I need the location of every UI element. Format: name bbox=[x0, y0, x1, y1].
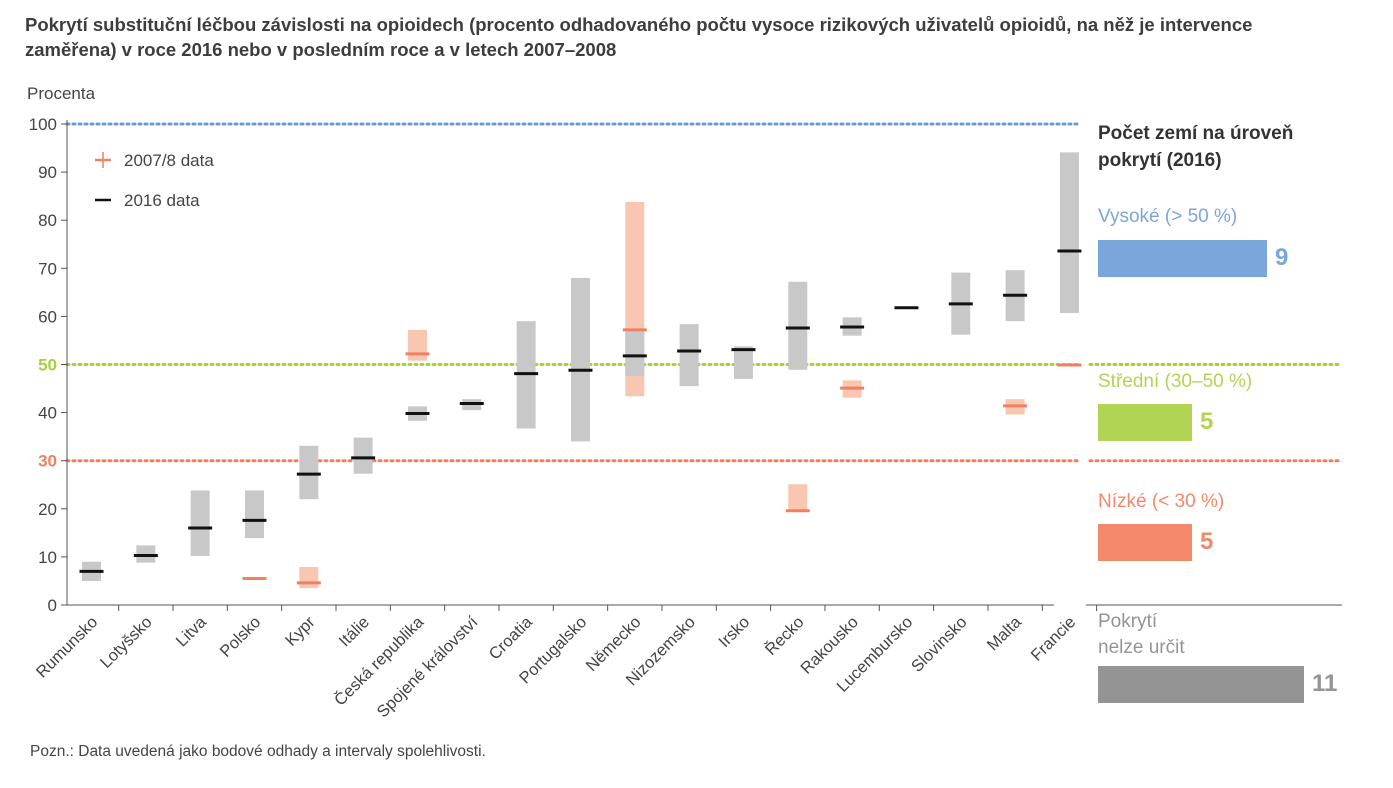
x-tick-label-16: Slovinsko bbox=[908, 613, 971, 676]
category-label-high: Vysoké (> 50 %) bbox=[1098, 206, 1238, 227]
x-tick-label-13: Řecko bbox=[761, 612, 808, 659]
category-bar-low bbox=[1098, 524, 1192, 561]
range-2016-12 bbox=[733, 346, 753, 379]
y-tick-label-50: 50 bbox=[38, 356, 57, 375]
y-tick-label-60: 60 bbox=[38, 307, 57, 326]
axes: 0 10 20 30 40 50 60 70 80 90 100 bbox=[29, 115, 1098, 615]
range-2007-6 bbox=[407, 329, 427, 361]
range-2016-10 bbox=[625, 329, 645, 377]
range-2016-3 bbox=[244, 490, 264, 539]
category-label-low: Nízké (< 30 %) bbox=[1098, 491, 1225, 512]
y-axis-label: Procenta bbox=[27, 84, 96, 103]
range-2016-9 bbox=[570, 277, 590, 442]
range-2016-2 bbox=[190, 490, 210, 556]
y-tick-label-80: 80 bbox=[38, 211, 57, 230]
x-tick-label-4: Kypr bbox=[282, 613, 319, 650]
chart-title-line-2: zaměřena) v roce 2016 nebo v posledním r… bbox=[25, 39, 617, 60]
chart-title-line-1: Pokrytí substituční léčbou závislosti na… bbox=[25, 14, 1253, 35]
category-bar-medium bbox=[1098, 404, 1192, 441]
category-label-undetermined-line-2: nelze určit bbox=[1098, 637, 1185, 658]
category-bar-high bbox=[1098, 240, 1267, 277]
x-tick-label-8: Croatia bbox=[486, 613, 537, 664]
category-label-undetermined-line-1: Pokrytí bbox=[1098, 611, 1158, 632]
range-2007-13 bbox=[788, 484, 808, 511]
category-count-undetermined: 11 bbox=[1312, 670, 1338, 697]
legend-label-0: 2007/8 data bbox=[124, 151, 214, 170]
range-2016-4 bbox=[299, 445, 319, 500]
x-tick-label-2: Litva bbox=[173, 613, 211, 651]
x-tick-label-12: Irsko bbox=[715, 613, 753, 651]
range-2016-5 bbox=[353, 437, 373, 474]
footnote: Pozn.: Data uvedená jako bodové odhady a… bbox=[30, 743, 486, 760]
x-tick-label-1: Lotyšsko bbox=[97, 613, 156, 672]
panel-title-line-1: Počet zemí na úroveň bbox=[1098, 123, 1294, 144]
legend: 2007/8 data 2016 data bbox=[95, 151, 214, 210]
y-tick-label-20: 20 bbox=[38, 500, 57, 519]
range-2007-4 bbox=[299, 567, 319, 589]
category-count-medium: 5 bbox=[1200, 408, 1214, 435]
chart-title: Pokrytí substituční léčbou závislosti na… bbox=[25, 12, 1365, 62]
y-tick-label-0: 0 bbox=[48, 596, 57, 615]
point-estimates bbox=[79, 249, 1082, 585]
panel-title: Počet zemí na úroveň pokrytí (2016) bbox=[1098, 120, 1358, 174]
confidence-ranges bbox=[82, 152, 1079, 589]
x-tick-label-18: Francie bbox=[1028, 613, 1080, 665]
x-tick-label-3: Polsko bbox=[217, 613, 265, 661]
category-label-medium: Střední (30–50 %) bbox=[1098, 371, 1253, 392]
x-tick-label-7: Spojené království bbox=[374, 613, 482, 721]
x-tick-label-17: Malta bbox=[984, 613, 1026, 655]
category-count-high: 9 bbox=[1275, 244, 1289, 271]
panel-title-line-2: pokrytí (2016) bbox=[1098, 150, 1222, 171]
x-tick-label-6: Česká republika bbox=[330, 612, 428, 710]
y-tick-label-10: 10 bbox=[38, 548, 57, 567]
range-2016-18 bbox=[1059, 152, 1079, 314]
x-tick-label-5: Itálie bbox=[336, 613, 373, 650]
y-tick-label-40: 40 bbox=[38, 404, 57, 423]
category-bar-undetermined bbox=[1098, 666, 1304, 703]
y-tick-label-100: 100 bbox=[29, 115, 57, 134]
legend-label-1: 2016 data bbox=[124, 191, 200, 210]
x-tick-label-0: Rumunsko bbox=[33, 613, 102, 682]
category-count-low: 5 bbox=[1200, 528, 1214, 555]
panel-reference-lines bbox=[1086, 363, 1342, 606]
y-tick-label-70: 70 bbox=[38, 259, 57, 278]
y-tick-label-90: 90 bbox=[38, 163, 57, 182]
range-2016-11 bbox=[679, 324, 699, 387]
y-tick-label-30: 30 bbox=[38, 452, 57, 471]
range-2016-13 bbox=[788, 281, 808, 370]
